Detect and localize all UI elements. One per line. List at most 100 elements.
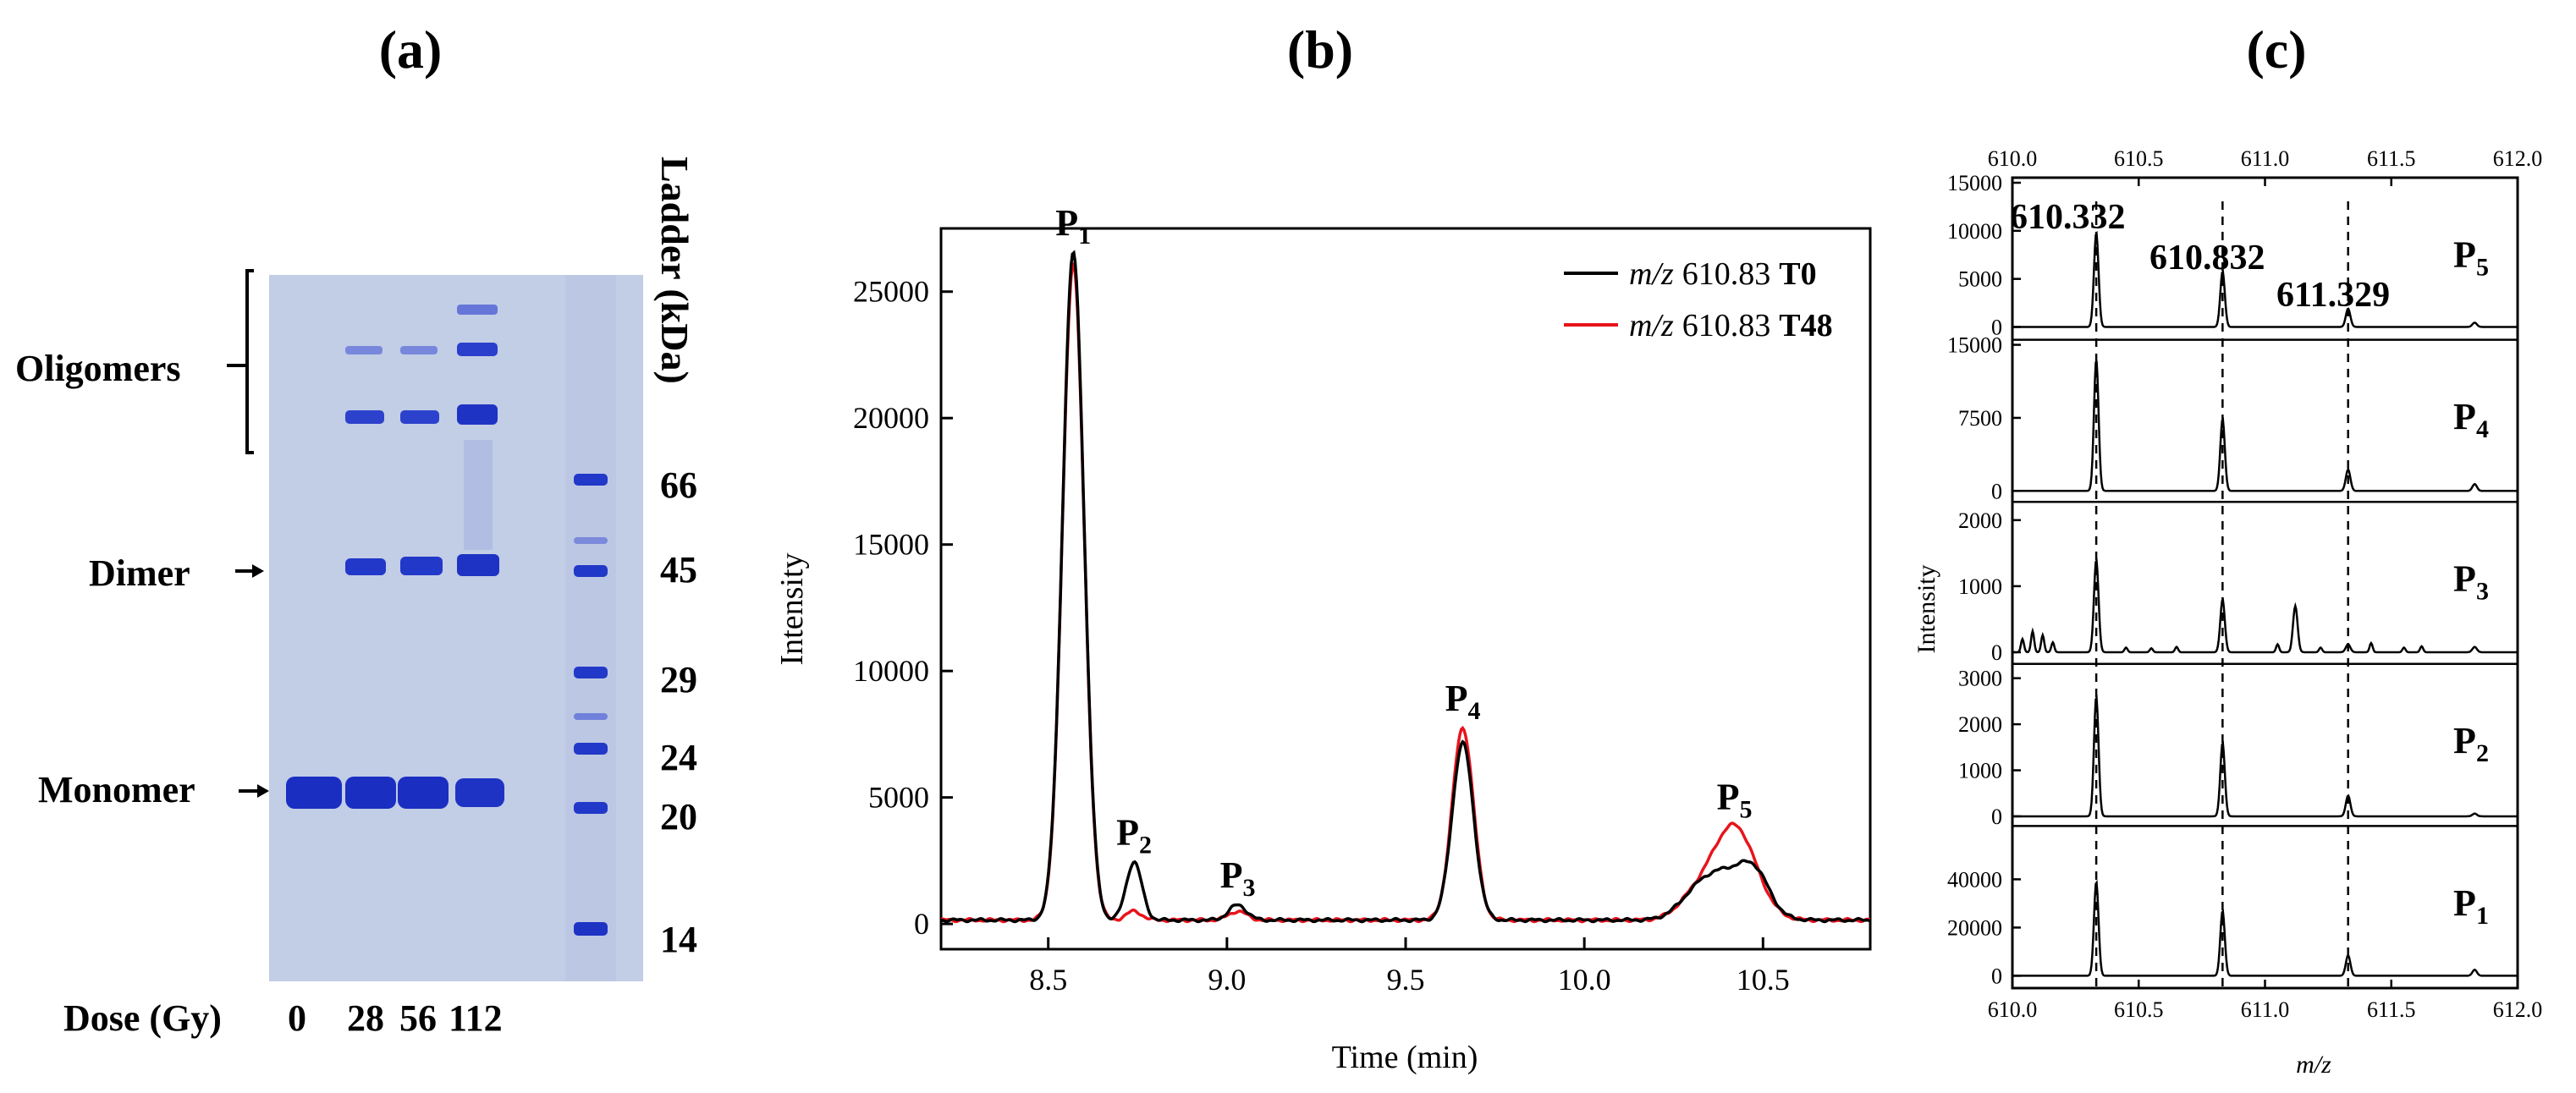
monomer-arrow (239, 784, 269, 798)
chart-c-series (2012, 230, 2518, 977)
peak-mz-label: 610.332 (2010, 198, 2126, 237)
chart-b-xlabel: Time (min) (1332, 1040, 1478, 1075)
ladder-mark-14: 14 (660, 919, 697, 960)
chart-c-ylabel: Intensity (1913, 565, 1940, 654)
subplot-label: P3 (2453, 558, 2489, 606)
x-tick-label: 610.5 (2114, 997, 2164, 1022)
legend-entry-t48: m/z 610.83 T48 (1629, 308, 1833, 343)
subplot-label: P5 (2453, 233, 2489, 281)
x-tick-label: 611.5 (2367, 997, 2416, 1022)
x-tick-label: 611.0 (2241, 997, 2290, 1022)
subplot-label: P1 (2453, 882, 2489, 930)
legend-entry-t0: m/z 610.83 T0 (1629, 256, 1817, 292)
peak-label: P5 (1717, 776, 1753, 823)
ladder-mark-20: 20 (660, 796, 697, 838)
x-tick-top-label: 611.0 (2241, 146, 2290, 171)
x-tick-top-label: 611.5 (2367, 146, 2416, 171)
spectrum-line (2012, 230, 2518, 328)
ladder-band (574, 537, 608, 544)
chart-c-annotations: P5 P4 P3 P2 P1 610.332 610.832 611.329 (2010, 198, 2489, 988)
gel-lane-ladder (565, 275, 616, 981)
chart-b-axes: 8.5 9.0 9.5 10.0 10.5 0 5000 10000 15000 20000 250… (853, 275, 1790, 997)
gel-band (345, 410, 384, 424)
y-tick-label: 15000 (1947, 171, 2002, 195)
legend-mz-value: 610.83 (1682, 256, 1771, 292)
y-tick-label: 20000 (853, 401, 929, 435)
legend-mz-prefix: m/z (1629, 256, 1674, 292)
y-tick-label: 0 (1991, 316, 2002, 340)
panel-b: (b) 8.5 9.0 9.5 10.0 10.5 0 5000 10000 15000 2000… (774, 19, 1872, 1075)
panel-b-label: (b) (1287, 19, 1353, 80)
gel-band (400, 410, 439, 424)
oligomer-bracket (245, 269, 254, 454)
peak-mz-label: 610.832 (2149, 239, 2265, 277)
gel-band (398, 777, 449, 809)
y-tick-label: 10000 (853, 654, 929, 688)
y-tick-label: 0 (914, 907, 929, 941)
y-tick-label: 0 (1991, 805, 2002, 829)
chart-b-ylabel: Intensity (774, 553, 810, 666)
gel-band (286, 777, 342, 809)
y-tick-label: 2000 (1958, 508, 2002, 533)
dimer-label: Dimer (89, 552, 190, 594)
ladder-band (574, 474, 608, 486)
gel-band (455, 778, 504, 807)
x-tick-top-label: 612.0 (2493, 146, 2543, 171)
gel-smear (464, 440, 493, 550)
ladder-band (574, 802, 608, 814)
gel-band (457, 404, 498, 425)
chart-b-legend: m/z 610.83 T0 m/z 610.83 T48 (1564, 256, 1833, 343)
x-tick-label: 612.0 (2493, 997, 2543, 1022)
dimer-arrow (235, 564, 264, 578)
spectrum-line (2012, 879, 2518, 977)
y-tick-label: 15000 (853, 528, 929, 562)
ladder-title: Ladder (kDa) (653, 157, 696, 384)
gel-band (345, 777, 396, 809)
legend-mz-value: 610.83 (1682, 308, 1771, 343)
y-tick-label: 40000 (1947, 867, 2002, 892)
chart-c-axes: 610.0 610.0 610.5 610.5 611.0 611.0 611.5 611.5… (1947, 146, 2542, 1022)
ladder-band (574, 743, 608, 755)
x-tick-top-label: 610.0 (1988, 146, 2038, 171)
y-tick-label: 10000 (1947, 219, 2002, 244)
panel-a: (a) Oligomers Dimer Monomer (15, 19, 697, 1039)
chart-b-annotations: P1 P2 P3 P4 P5 (1055, 202, 1752, 902)
gel-band (457, 343, 498, 356)
gel-band (400, 346, 438, 354)
dose-label: Dose (Gy) (63, 997, 222, 1039)
gel-band (400, 557, 443, 575)
peak-label: P3 (1220, 854, 1256, 902)
chart-c-frame (2011, 176, 2519, 990)
peak-mz-label: 611.329 (2276, 276, 2390, 315)
ladder-band (574, 922, 608, 936)
y-tick-label: 1000 (1958, 759, 2002, 783)
x-tick-top-label: 610.5 (2114, 146, 2164, 171)
peak-label: P4 (1445, 678, 1481, 725)
subplot-label: P4 (2453, 396, 2489, 443)
y-tick-label: 0 (1991, 640, 2002, 665)
ladder-mark-24: 24 (660, 737, 697, 778)
ladder-band (574, 713, 608, 720)
legend-tag: T48 (1779, 308, 1832, 343)
chart-c-xlabel: m/z (2296, 1051, 2331, 1079)
ladder-mark-29: 29 (660, 659, 697, 700)
series-line-t0 (941, 250, 1870, 924)
oligomers-label: Oligomers (15, 348, 181, 389)
ladder-mark-66: 66 (660, 464, 697, 506)
legend-tag: T0 (1779, 256, 1816, 292)
spectrum-line (2012, 694, 2518, 818)
ladder-mark-45: 45 (660, 549, 697, 590)
y-tick-label: 3000 (1958, 667, 2002, 691)
monomer-label: Monomer (38, 769, 195, 810)
legend-mz-prefix: m/z (1629, 308, 1674, 343)
peak-label: P1 (1055, 202, 1091, 250)
x-tick-label: 8.5 (1029, 963, 1067, 997)
y-tick-label: 25000 (853, 275, 929, 309)
dose-value: 56 (399, 997, 437, 1039)
x-tick-label: 9.0 (1208, 963, 1246, 997)
gel-band (345, 558, 386, 575)
y-tick-label: 5000 (1958, 267, 2002, 292)
y-tick-label: 7500 (1958, 406, 2002, 431)
x-tick-label: 9.5 (1387, 963, 1425, 997)
